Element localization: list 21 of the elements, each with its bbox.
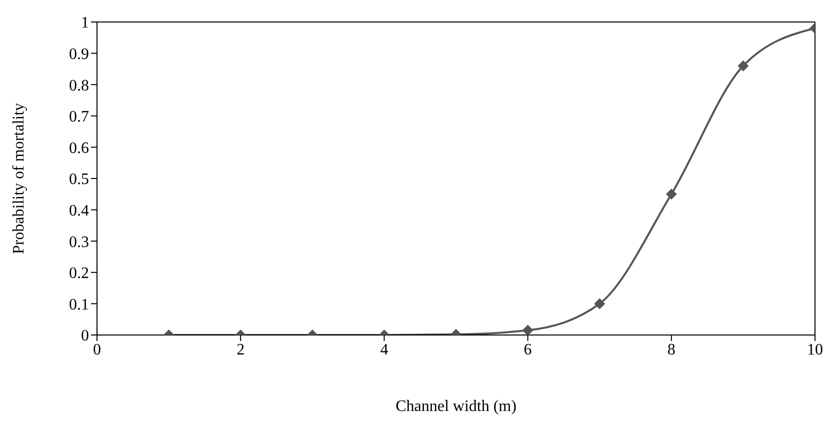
x-tick-label: 2	[236, 341, 245, 358]
x-tick-label: 8	[667, 341, 676, 358]
y-tick-label: 0.5	[69, 171, 89, 188]
x-tick-label: 0	[93, 341, 101, 358]
y-tick-label: 0.2	[69, 265, 89, 282]
y-tick-label: 0.9	[69, 46, 89, 63]
y-axis-title: Probability of mortality	[10, 102, 28, 254]
x-tick-label: 10	[807, 341, 823, 358]
x-axis-title: Channel width (m)	[396, 398, 516, 415]
y-tick-label: 0.6	[69, 140, 89, 157]
point	[666, 188, 677, 200]
y-tick-label: 0.1	[69, 296, 89, 314]
y-tick-label: 0.8	[69, 77, 89, 94]
y-tick-label: 0.3	[69, 234, 89, 251]
x-tick-label: 4	[380, 341, 388, 358]
y-tick-label: 0.4	[69, 202, 89, 220]
y-tick-label: 0	[81, 328, 89, 345]
point	[738, 60, 749, 72]
y-tick-label: 1	[81, 14, 89, 32]
y-tick-label: 0.7	[69, 108, 89, 126]
x-tick-label: 6	[524, 341, 532, 358]
